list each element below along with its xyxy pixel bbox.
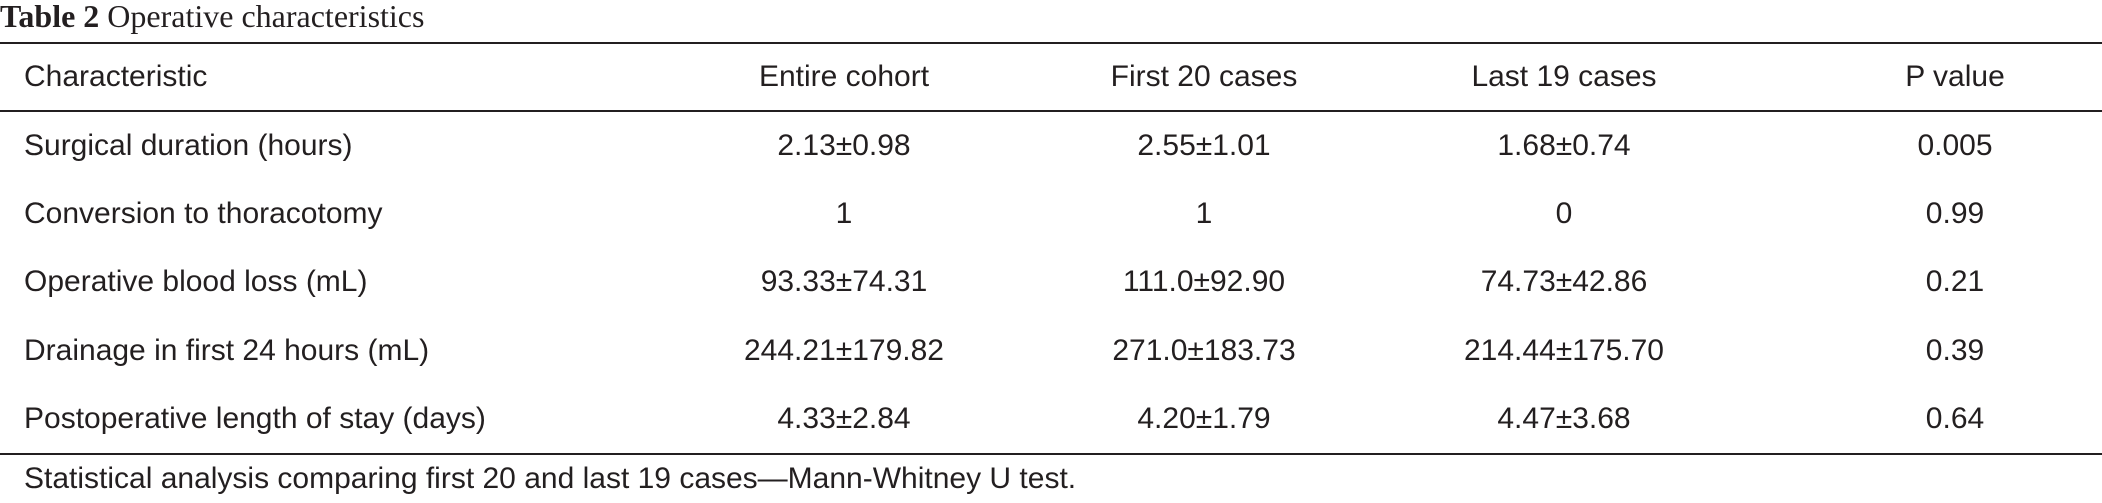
table-title: Operative characteristics: [107, 0, 425, 34]
cell-p-value: 0.39: [1925, 334, 1985, 368]
table-footnote: Statistical analysis comparing first 20 …: [24, 462, 1077, 495]
cell-last-19-cases: 4.47±3.68: [1497, 402, 1631, 436]
cell-first-20-cases: 4.20±1.79: [1137, 402, 1271, 436]
cell-p-value: 0.64: [1925, 402, 1985, 436]
header-first-20-cases: First 20 cases: [1110, 60, 1298, 93]
table-row: Conversion to thoracotomy 1 1 0 0.99: [0, 180, 2102, 249]
cell-first-20-cases: 111.0±92.90: [1122, 265, 1286, 299]
cell-last-19-cases: 214.44±175.70: [1464, 334, 1664, 368]
table-header-row: Characteristic Entire cohort First 20 ca…: [0, 43, 2102, 111]
row-label: Surgical duration (hours): [24, 128, 353, 162]
table-row: Operative blood loss (mL) 93.33±74.31 11…: [0, 248, 2102, 317]
cell-p-value: 0.99: [1925, 196, 1985, 230]
table-row: Postoperative length of stay (days) 4.33…: [0, 385, 2102, 454]
cell-last-19-cases: 1.68±0.74: [1497, 128, 1631, 162]
cell-entire-cohort: 244.21±179.82: [744, 334, 944, 368]
cell-entire-cohort: 2.13±0.98: [777, 128, 911, 162]
cell-p-value: 0.21: [1925, 265, 1985, 299]
cell-entire-cohort: 93.33±74.31: [760, 265, 928, 299]
cell-last-19-cases: 0: [1555, 196, 1573, 230]
row-label: Conversion to thoracotomy: [24, 196, 383, 230]
cell-first-20-cases: 2.55±1.01: [1137, 128, 1271, 162]
operative-characteristics-table: Characteristic Entire cohort First 20 ca…: [0, 42, 2102, 455]
header-last-19-cases: Last 19 cases: [1471, 60, 1657, 93]
cell-first-20-cases: 1: [1195, 196, 1213, 230]
cell-p-value: 0.005: [1917, 128, 1993, 162]
header-entire-cohort: Entire cohort: [758, 60, 930, 93]
header-characteristic: Characteristic: [24, 60, 208, 93]
row-label: Operative blood loss (mL): [24, 265, 368, 299]
row-label: Postoperative length of stay (days): [24, 402, 486, 436]
cell-last-19-cases: 74.73±42.86: [1480, 265, 1648, 299]
row-label: Drainage in first 24 hours (mL): [24, 334, 430, 368]
cell-entire-cohort: 1: [835, 196, 853, 230]
header-p-value: P value: [1905, 60, 2005, 93]
table-row: Drainage in first 24 hours (mL) 244.21±1…: [0, 317, 2102, 386]
table-caption: Table 2 Operative characteristics: [0, 0, 424, 38]
table-number: Table 2: [0, 0, 100, 34]
table-row: Surgical duration (hours) 2.13±0.98 2.55…: [0, 111, 2102, 180]
cell-first-20-cases: 271.0±183.73: [1112, 334, 1296, 368]
cell-entire-cohort: 4.33±2.84: [777, 402, 911, 436]
